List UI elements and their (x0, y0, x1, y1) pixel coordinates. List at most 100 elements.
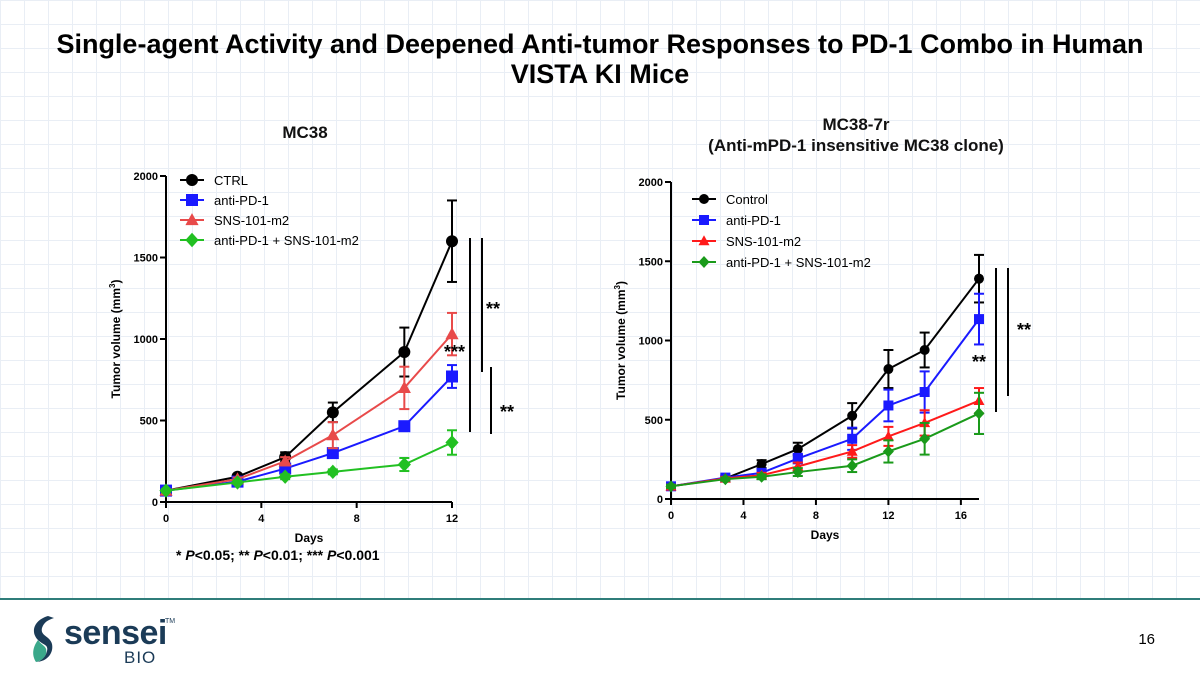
page-number: 16 (1138, 631, 1155, 648)
background-grid (0, 0, 1200, 598)
data-point (973, 407, 985, 420)
series-line (670, 412, 980, 488)
company-logo: sensei TM BIO (28, 612, 188, 667)
mc38-chart-svg: MC38 0 500 1000 1500 2000 0 4 8 12 Days Tumor volum… (108, 123, 514, 545)
chart-title: MC38 (282, 123, 327, 142)
legend-marker (185, 213, 199, 226)
y-tick-label: 1000 (134, 334, 158, 346)
series-line (165, 240, 453, 492)
significance-footnote: * P<0.05; ** P<0.01; *** P<0.001 (176, 547, 380, 563)
data-point (398, 420, 411, 433)
significance-label: ** (1017, 320, 1031, 340)
logo-wordmark: sensei (64, 614, 167, 652)
x-tick-label: 0 (163, 513, 169, 525)
data-point (882, 445, 894, 458)
series-anti-pd-1-sns-101-m2 (665, 391, 985, 493)
x-tick-label: 12 (446, 513, 458, 525)
y-tick-label: 0 (657, 494, 663, 506)
legend-label: CTRL (214, 173, 248, 188)
series-sns-101-m2 (665, 387, 985, 491)
y-tick-label: 1500 (639, 256, 663, 268)
series-line (670, 399, 980, 488)
series-line (165, 441, 453, 492)
data-point (919, 432, 931, 445)
data-point (326, 447, 339, 460)
legend-label: Control (726, 192, 768, 207)
data-point (278, 454, 292, 467)
logo-subtext: BIO (124, 648, 157, 667)
data-point (883, 400, 894, 411)
legend-marker (698, 256, 710, 268)
data-point (326, 464, 340, 480)
data-point (974, 273, 984, 284)
series-control (666, 253, 984, 492)
y-axis-label: Tumor volume (mm3) (108, 280, 123, 399)
y-tick-label: 500 (645, 415, 663, 427)
legend-label: anti-PD-1 + SNS-101-m2 (726, 255, 871, 270)
data-point (919, 387, 930, 398)
legend-marker (185, 232, 199, 248)
logo-trademark: TM (165, 618, 176, 625)
data-point (278, 469, 292, 484)
logo-mark-icon (33, 616, 54, 662)
data-point (445, 435, 459, 450)
legend-label: anti-PD-1 (214, 193, 269, 208)
mc38-chart: MC38 0 500 1000 1500 2000 0 4 8 12 Days Tumor volum… (0, 0, 600, 598)
y-tick-label: 1500 (134, 253, 158, 265)
y-tick-label: 500 (140, 416, 158, 428)
data-point (446, 235, 458, 248)
data-point (326, 428, 340, 441)
data-point (397, 381, 411, 393)
legend-label: SNS-101-m2 (726, 234, 801, 249)
data-point (326, 406, 339, 419)
series-line (670, 318, 980, 488)
series-anti-pd-1 (666, 292, 984, 492)
data-point (919, 345, 930, 356)
data-point (883, 364, 894, 375)
data-point (719, 473, 731, 486)
legend-label: anti-PD-1 (726, 213, 781, 228)
data-point (665, 480, 677, 493)
data-point (756, 470, 768, 483)
data-point (446, 370, 458, 383)
data-point (882, 430, 894, 441)
y-tick-label: 1000 (639, 336, 663, 348)
y-tick-label: 2000 (639, 177, 663, 189)
y-axis-label: Tumor volume (mm3) (613, 281, 628, 400)
data-point (847, 410, 858, 421)
significance-label: ** (972, 352, 986, 372)
data-point (846, 445, 858, 456)
x-tick-label: 4 (740, 510, 747, 522)
y-tick-label: 2000 (134, 171, 158, 183)
series-anti-pd-1-sns-101-m2 (159, 429, 459, 498)
data-point (792, 444, 803, 455)
y-tick-label: 0 (152, 497, 158, 509)
legend-marker (699, 194, 709, 204)
mc38-7r-chart-svg: MC38-7r (Anti-mPD-1 insensitive MC38 clon… (613, 115, 1031, 542)
data-point (974, 314, 984, 325)
x-tick-label: 4 (258, 513, 265, 525)
legend-label: SNS-101-m2 (214, 213, 289, 228)
legend-marker (698, 235, 710, 246)
x-tick-label: 12 (882, 510, 894, 522)
legend-label: anti-PD-1 + SNS-101-m2 (214, 233, 359, 248)
x-tick-label: 8 (813, 510, 819, 522)
significance-label: ** (486, 299, 500, 319)
significance-label: ** (500, 402, 514, 422)
x-tick-label: 8 (354, 513, 360, 525)
data-point (846, 459, 858, 472)
legend-marker (186, 174, 198, 186)
x-tick-label: 16 (955, 510, 967, 522)
x-tick-label: 0 (668, 510, 674, 522)
data-point (756, 459, 767, 470)
x-axis-label: Days (295, 531, 324, 545)
footer (0, 600, 1200, 675)
data-point (230, 475, 245, 490)
chart-subtitle: (Anti-mPD-1 insensitive MC38 clone) (708, 136, 1004, 155)
legend-marker (186, 194, 198, 206)
data-point (397, 457, 411, 472)
x-axis-label: Days (811, 528, 840, 542)
series-line (165, 333, 453, 492)
data-point (792, 466, 804, 479)
slide-title: Single-agent Activity and Deepened Anti-… (56, 29, 1144, 89)
